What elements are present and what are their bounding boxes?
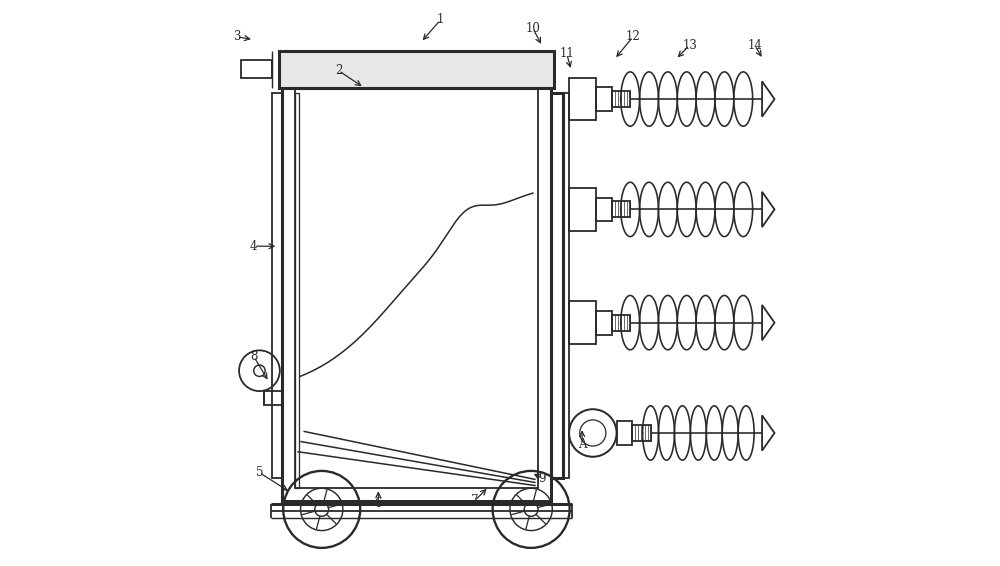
Text: 3: 3 [233,31,241,43]
Bar [272,93,282,478]
Text: A: A [578,438,586,451]
Bar [563,93,569,478]
Bar [282,88,551,501]
Polygon shape [762,305,775,340]
Bar [596,311,612,335]
Text: 6: 6 [375,498,382,510]
Text: 8: 8 [250,350,257,363]
Bar [295,93,299,488]
Text: 14: 14 [747,39,762,52]
Polygon shape [762,415,775,451]
Polygon shape [762,82,775,117]
Text: 2: 2 [335,65,342,77]
Text: 4: 4 [250,240,258,252]
Polygon shape [762,192,775,227]
Bar [295,88,538,488]
Bar [632,425,651,441]
Bar [279,51,554,88]
Text: 9: 9 [539,472,546,484]
Text: 12: 12 [626,31,640,43]
Text: 11: 11 [559,48,574,60]
Text: 1: 1 [437,14,444,26]
Bar [264,391,282,405]
Bar [612,315,630,331]
Bar [551,93,563,478]
Bar [612,91,630,107]
Bar [612,201,630,217]
Bar [569,78,596,121]
Bar [617,421,632,445]
Text: 13: 13 [682,39,697,52]
Bar [596,87,612,111]
Bar [569,301,596,344]
Bar [241,61,272,79]
Bar [569,188,596,231]
Text: 10: 10 [525,22,540,35]
Text: 7: 7 [471,495,478,507]
Text: 5: 5 [256,466,263,479]
Bar [596,198,612,221]
